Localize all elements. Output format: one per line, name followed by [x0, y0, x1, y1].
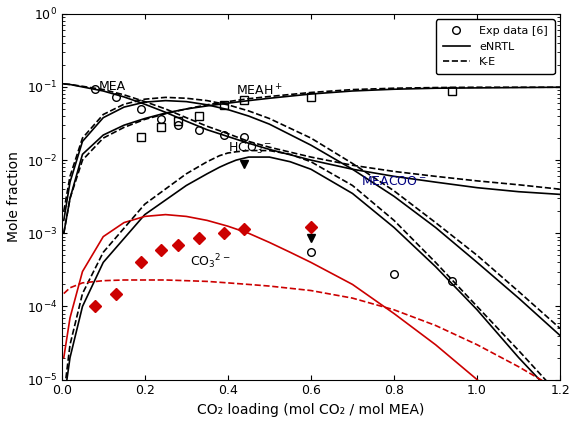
Text: HCO$_3$$^-$: HCO$_3$$^-$ — [228, 141, 272, 156]
X-axis label: CO₂ loading (mol CO₂ / mol MEA): CO₂ loading (mol CO₂ / mol MEA) — [197, 403, 425, 417]
Text: MEACOO$^-$: MEACOO$^-$ — [361, 176, 426, 189]
Text: CO$_3$$^{2-}$: CO$_3$$^{2-}$ — [190, 253, 231, 271]
Y-axis label: Mole fraction: Mole fraction — [7, 151, 21, 242]
Legend: Exp data [6], eNRTL, K-E: Exp data [6], eNRTL, K-E — [436, 20, 554, 74]
Text: MEAH$^+$: MEAH$^+$ — [236, 84, 283, 99]
Text: MEA: MEA — [99, 80, 126, 92]
